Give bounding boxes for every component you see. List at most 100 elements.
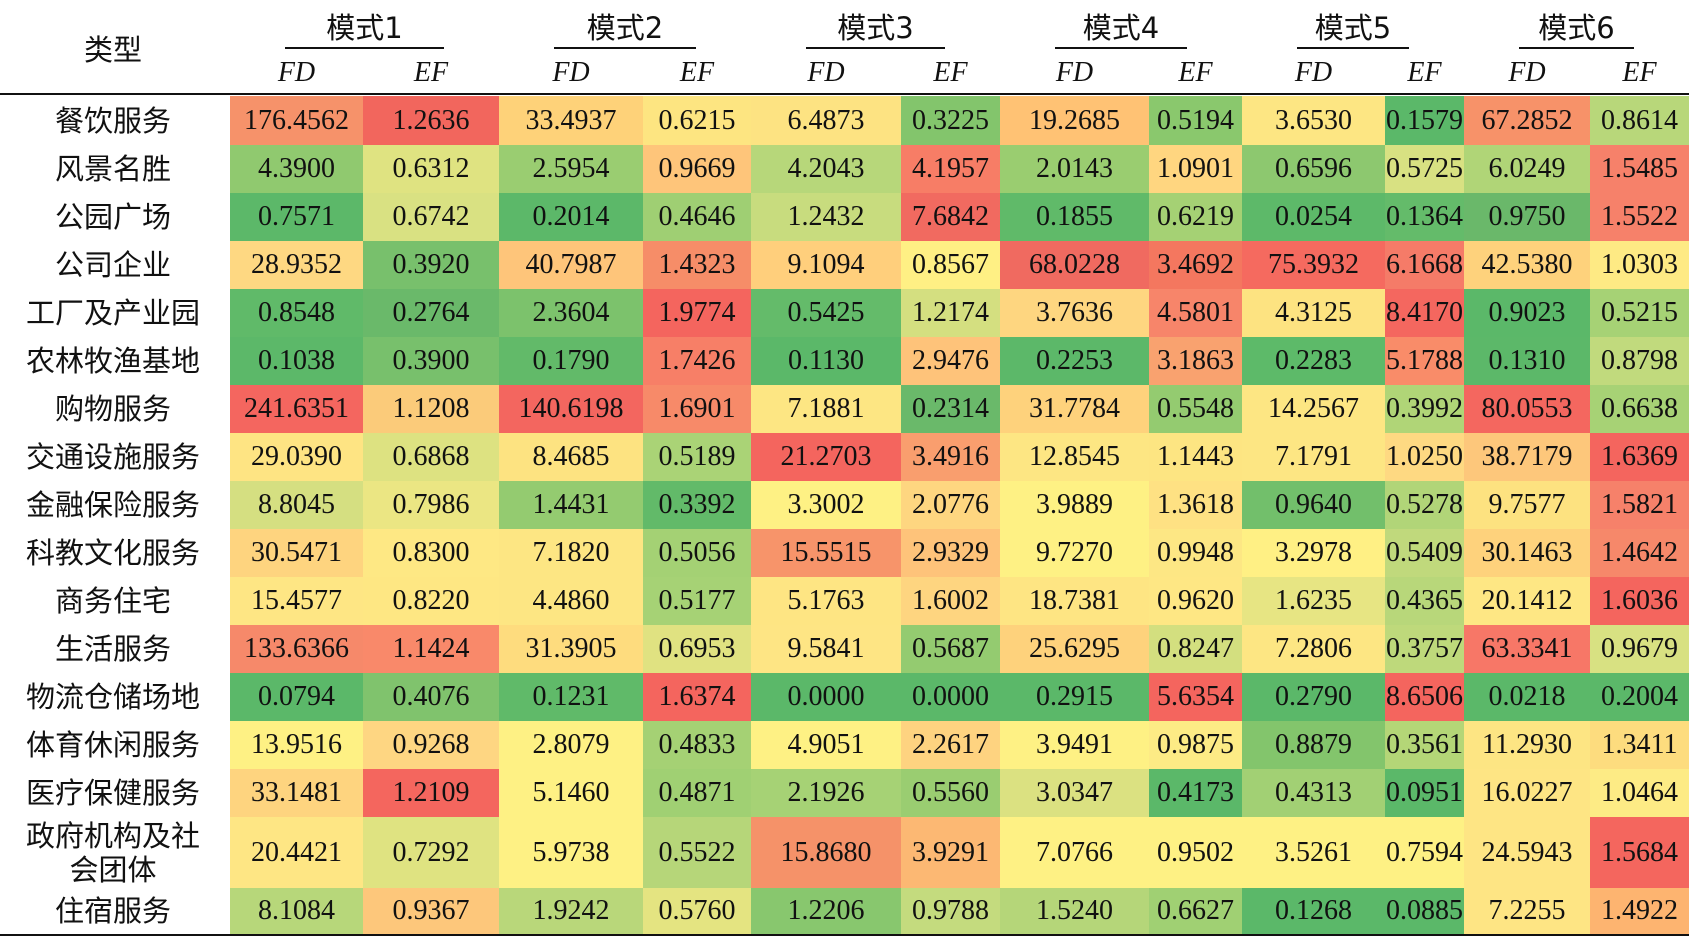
table-cell: 8.4170 xyxy=(1385,289,1464,337)
table-cell: 0.9367 xyxy=(363,888,499,934)
table-cell: 0.1579 xyxy=(1385,96,1464,145)
table-cell: 0.5560 xyxy=(901,769,1000,817)
table-cell: 8.1084 xyxy=(230,888,363,934)
table-cell: 1.5485 xyxy=(1590,145,1689,193)
table-cell: 0.4871 xyxy=(643,769,751,817)
row-label: 医疗保健服务 xyxy=(25,776,200,810)
row-label: 政府机构及社会团体 xyxy=(0,817,226,888)
table-cell: 63.3341 xyxy=(1464,625,1590,673)
row-label-text: 政府机构及社会团体 xyxy=(25,818,200,887)
table-cell: 0.2283 xyxy=(1242,337,1385,385)
table-cell: 0.6868 xyxy=(363,433,499,481)
table-cell: 8.4685 xyxy=(499,433,643,481)
table-cell: 0.5760 xyxy=(643,888,751,934)
table-cell: 1.7426 xyxy=(643,337,751,385)
table-cell: 4.3900 xyxy=(230,145,363,193)
table-cell: 13.9516 xyxy=(230,721,363,769)
table-cell: 0.4173 xyxy=(1149,769,1242,817)
table-cell: 7.2806 xyxy=(1242,625,1385,673)
table-cell: 1.0303 xyxy=(1590,241,1689,289)
table-cell: 0.3900 xyxy=(363,337,499,385)
table-cell: 1.6901 xyxy=(643,385,751,433)
table-cell: 0.5687 xyxy=(901,625,1000,673)
table-cell: 0.9948 xyxy=(1149,529,1242,577)
table-cell: 0.7292 xyxy=(363,817,499,888)
table-cell: 1.2109 xyxy=(363,769,499,817)
table-cell: 1.2432 xyxy=(751,193,901,241)
table-cell: 3.9889 xyxy=(1000,481,1149,529)
table-cell: 67.2852 xyxy=(1464,96,1590,145)
table-cell: 0.7571 xyxy=(230,193,363,241)
table-cell: 5.1763 xyxy=(751,577,901,625)
table-cell: 1.5240 xyxy=(1000,888,1149,934)
table-cell: 16.0227 xyxy=(1464,769,1590,817)
table-cell: 0.8798 xyxy=(1590,337,1689,385)
table-cell: 15.5515 xyxy=(751,529,901,577)
table-cell: 1.0901 xyxy=(1149,145,1242,193)
table-cell: 15.4577 xyxy=(230,577,363,625)
table-cell: 80.0553 xyxy=(1464,385,1590,433)
table-cell: 0.8548 xyxy=(230,289,363,337)
table-cell: 0.9268 xyxy=(363,721,499,769)
table-cell: 0.5278 xyxy=(1385,481,1464,529)
row-label: 工厂及产业园 xyxy=(25,296,200,330)
type-column-header: 类型 xyxy=(83,32,142,67)
table-cell: 0.6742 xyxy=(363,193,499,241)
table-cell: 11.2930 xyxy=(1464,721,1590,769)
table-cell: 0.9788 xyxy=(901,888,1000,934)
table-cell: 1.0464 xyxy=(1590,769,1689,817)
table-cell: 0.2790 xyxy=(1242,673,1385,721)
table-cell: 31.3905 xyxy=(499,625,643,673)
table-cell: 0.9875 xyxy=(1149,721,1242,769)
table-cell: 28.9352 xyxy=(230,241,363,289)
table-cell: 0.0000 xyxy=(751,673,901,721)
table-cell: 2.0143 xyxy=(1000,145,1149,193)
ef-subheader: EF xyxy=(679,57,715,88)
row-label: 交通设施服务 xyxy=(25,440,200,474)
fd-subheader: FD xyxy=(277,57,316,88)
table-cell: 6.4873 xyxy=(751,96,901,145)
table-cell: 18.7381 xyxy=(1000,577,1149,625)
table-cell: 1.9242 xyxy=(499,888,643,934)
table-cell: 0.6219 xyxy=(1149,193,1242,241)
table-cell: 0.4646 xyxy=(643,193,751,241)
table-cell: 25.6295 xyxy=(1000,625,1149,673)
table-cell: 7.0766 xyxy=(1000,817,1149,888)
table-cell: 1.5684 xyxy=(1590,817,1689,888)
table-cell: 1.6374 xyxy=(643,673,751,721)
table-cell: 0.5425 xyxy=(751,289,901,337)
table-cell: 0.8879 xyxy=(1242,721,1385,769)
table-cell: 14.2567 xyxy=(1242,385,1385,433)
table-cell: 0.6627 xyxy=(1149,888,1242,934)
table-cell: 1.2206 xyxy=(751,888,901,934)
ef-subheader: EF xyxy=(933,57,968,88)
table-cell: 19.2685 xyxy=(1000,96,1149,145)
table-cell: 31.7784 xyxy=(1000,385,1149,433)
row-label: 农林牧渔基地 xyxy=(25,344,200,378)
table-cell: 0.9023 xyxy=(1464,289,1590,337)
table-cell: 1.9774 xyxy=(643,289,751,337)
table-cell: 3.9291 xyxy=(901,817,1000,888)
table-cell: 0.6638 xyxy=(1590,385,1689,433)
table-cell: 0.5409 xyxy=(1385,529,1464,577)
table-cell: 8.8045 xyxy=(230,481,363,529)
table-cell: 3.3002 xyxy=(751,481,901,529)
table-cell: 40.7987 xyxy=(499,241,643,289)
table-cell: 2.8079 xyxy=(499,721,643,769)
table-cell: 1.1443 xyxy=(1149,433,1242,481)
table-cell: 0.9640 xyxy=(1242,481,1385,529)
table-cell: 0.5189 xyxy=(643,433,751,481)
table-cell: 7.1820 xyxy=(499,529,643,577)
table-cell: 5.1788 xyxy=(1385,337,1464,385)
table-cell: 0.1310 xyxy=(1464,337,1590,385)
table-cell: 0.9679 xyxy=(1590,625,1689,673)
table-cell: 4.9051 xyxy=(751,721,901,769)
table-cell: 3.0347 xyxy=(1000,769,1149,817)
ef-subheader: EF xyxy=(1622,57,1657,88)
mode-label: 模式3 xyxy=(837,11,914,45)
row-label: 科教文化服务 xyxy=(25,536,200,570)
table-cell: 29.0390 xyxy=(230,433,363,481)
table-cell: 3.4692 xyxy=(1149,241,1242,289)
table-cell: 4.5801 xyxy=(1149,289,1242,337)
table-cell: 0.0218 xyxy=(1464,673,1590,721)
